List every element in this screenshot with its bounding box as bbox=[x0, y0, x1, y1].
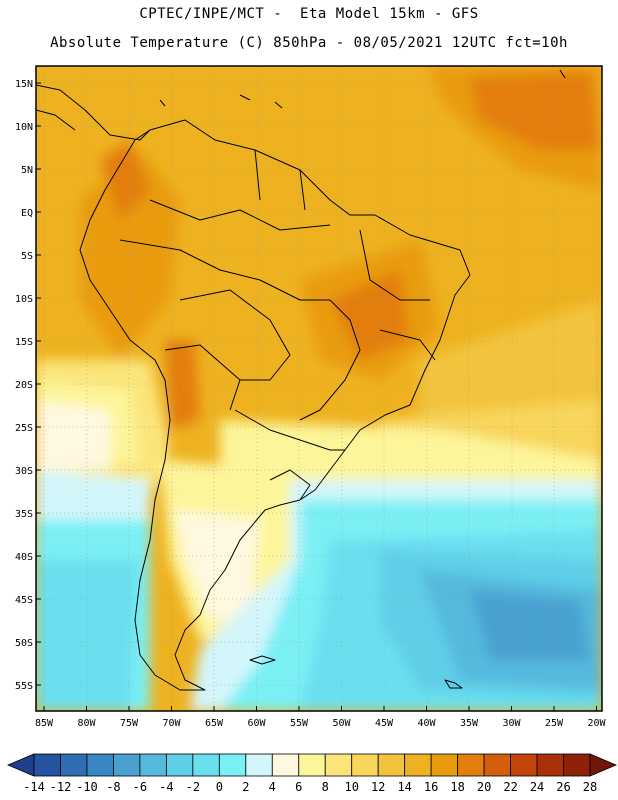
lon-label: 45W bbox=[375, 718, 394, 729]
lon-label: 70W bbox=[162, 718, 181, 729]
lat-label: 10N bbox=[15, 122, 33, 133]
lat-label: 25S bbox=[15, 423, 33, 434]
colorbar-low-arrow bbox=[6, 753, 35, 777]
temperature-field bbox=[36, 66, 602, 711]
map-subtitle: Absolute Temperature (C) 850hPa - 08/05/… bbox=[50, 35, 568, 51]
lon-label: 40W bbox=[417, 718, 436, 729]
colorbar-labels: -14 -12 -10 -8 -6 -4 -2 0 2 4 6 8 10 12 14 16 18 20 22 24 26… bbox=[23, 780, 597, 794]
colorbar-bin bbox=[377, 753, 406, 777]
colorbar-bin bbox=[245, 753, 273, 777]
lat-label: 10S bbox=[15, 294, 33, 305]
colorbar-label: -10 bbox=[76, 780, 98, 794]
colorbar-bin bbox=[86, 753, 114, 777]
colorbar-bin bbox=[298, 753, 326, 777]
colorbar-label: 20 bbox=[477, 780, 491, 794]
map-title: CPTEC/INPE/MCT - Eta Model 15km - GFS bbox=[139, 6, 479, 22]
colorbar-label: -6 bbox=[133, 780, 147, 794]
lon-label: 85W bbox=[35, 718, 54, 729]
colorbar-label: -4 bbox=[159, 780, 173, 794]
lat-label: 50S bbox=[15, 638, 33, 649]
colorbar-bin bbox=[113, 753, 141, 777]
colorbar-bin bbox=[536, 753, 564, 777]
lat-label: 40S bbox=[15, 552, 33, 563]
colorbar-label: -12 bbox=[50, 780, 72, 794]
lat-label: 15N bbox=[15, 79, 33, 90]
colorbar-label: 2 bbox=[242, 780, 249, 794]
colorbar-label: -2 bbox=[186, 780, 200, 794]
colorbar-label: 0 bbox=[216, 780, 223, 794]
colorbar-label: 22 bbox=[503, 780, 517, 794]
colorbar-label: 8 bbox=[322, 780, 329, 794]
lat-label: 5N bbox=[21, 165, 33, 176]
lat-label: 15S bbox=[15, 337, 33, 348]
colorbar-label: -14 bbox=[23, 780, 45, 794]
lon-label: 80W bbox=[77, 718, 96, 729]
lon-label: 30W bbox=[502, 718, 521, 729]
colorbar-label: 26 bbox=[556, 780, 570, 794]
colorbar bbox=[6, 753, 618, 777]
colorbar-bin bbox=[563, 753, 591, 777]
axis-ticks bbox=[36, 82, 597, 711]
colorbar-bin bbox=[457, 753, 485, 777]
coastlines bbox=[36, 69, 566, 691]
colorbar-label: 24 bbox=[530, 780, 544, 794]
colorbar-label: 10 bbox=[344, 780, 358, 794]
lon-label: 65W bbox=[205, 718, 224, 729]
colorbar-bin bbox=[218, 753, 247, 777]
colorbar-bin bbox=[139, 753, 167, 777]
colorbar-bin bbox=[192, 753, 220, 777]
lat-label: 45S bbox=[15, 595, 33, 606]
lon-label: 35W bbox=[460, 718, 479, 729]
colorbar-bin bbox=[33, 753, 61, 777]
lat-label: 30S bbox=[15, 466, 33, 477]
longitude-labels: 85W 80W 75W 70W 65W 60W 55W 50W 45W 40W 35W 30W 25W 2… bbox=[35, 718, 607, 729]
lat-label: 55S bbox=[15, 681, 33, 692]
colorbar-bin bbox=[271, 753, 300, 777]
colorbar-label: 12 bbox=[371, 780, 385, 794]
colorbar-bin bbox=[60, 753, 88, 777]
colorbar-label: 6 bbox=[295, 780, 302, 794]
lat-label: 35S bbox=[15, 509, 33, 520]
colorbar-label: 14 bbox=[397, 780, 411, 794]
latitude-labels: 15N 10N 5N EQ 5S 10S 15S 20S 25S 30S 35S 40S 45S 50S 5… bbox=[15, 79, 33, 692]
colorbar-high-arrow bbox=[589, 753, 618, 777]
colorbar-bin bbox=[165, 753, 194, 777]
lat-label: 5S bbox=[21, 251, 33, 262]
lon-label: 20W bbox=[587, 718, 606, 729]
colorbar-bin bbox=[404, 753, 432, 777]
colorbar-label: -8 bbox=[106, 780, 120, 794]
lon-label: 75W bbox=[120, 718, 139, 729]
colorbar-label: 4 bbox=[269, 780, 276, 794]
colorbar-bin bbox=[510, 753, 538, 777]
lat-label: 20S bbox=[15, 380, 33, 391]
colorbar-label: 28 bbox=[583, 780, 597, 794]
lon-label: 60W bbox=[247, 718, 266, 729]
colorbar-bin bbox=[324, 753, 353, 777]
colorbar-bin bbox=[483, 753, 511, 777]
lon-label: 25W bbox=[545, 718, 564, 729]
lon-label: 55W bbox=[290, 718, 309, 729]
plot-frame bbox=[35, 65, 603, 712]
colorbar-bin bbox=[351, 753, 379, 777]
colorbar-bin bbox=[430, 753, 459, 777]
lon-label: 50W bbox=[332, 718, 351, 729]
colorbar-label: 18 bbox=[450, 780, 464, 794]
colorbar-label: 16 bbox=[424, 780, 438, 794]
lat-label: EQ bbox=[21, 208, 33, 219]
